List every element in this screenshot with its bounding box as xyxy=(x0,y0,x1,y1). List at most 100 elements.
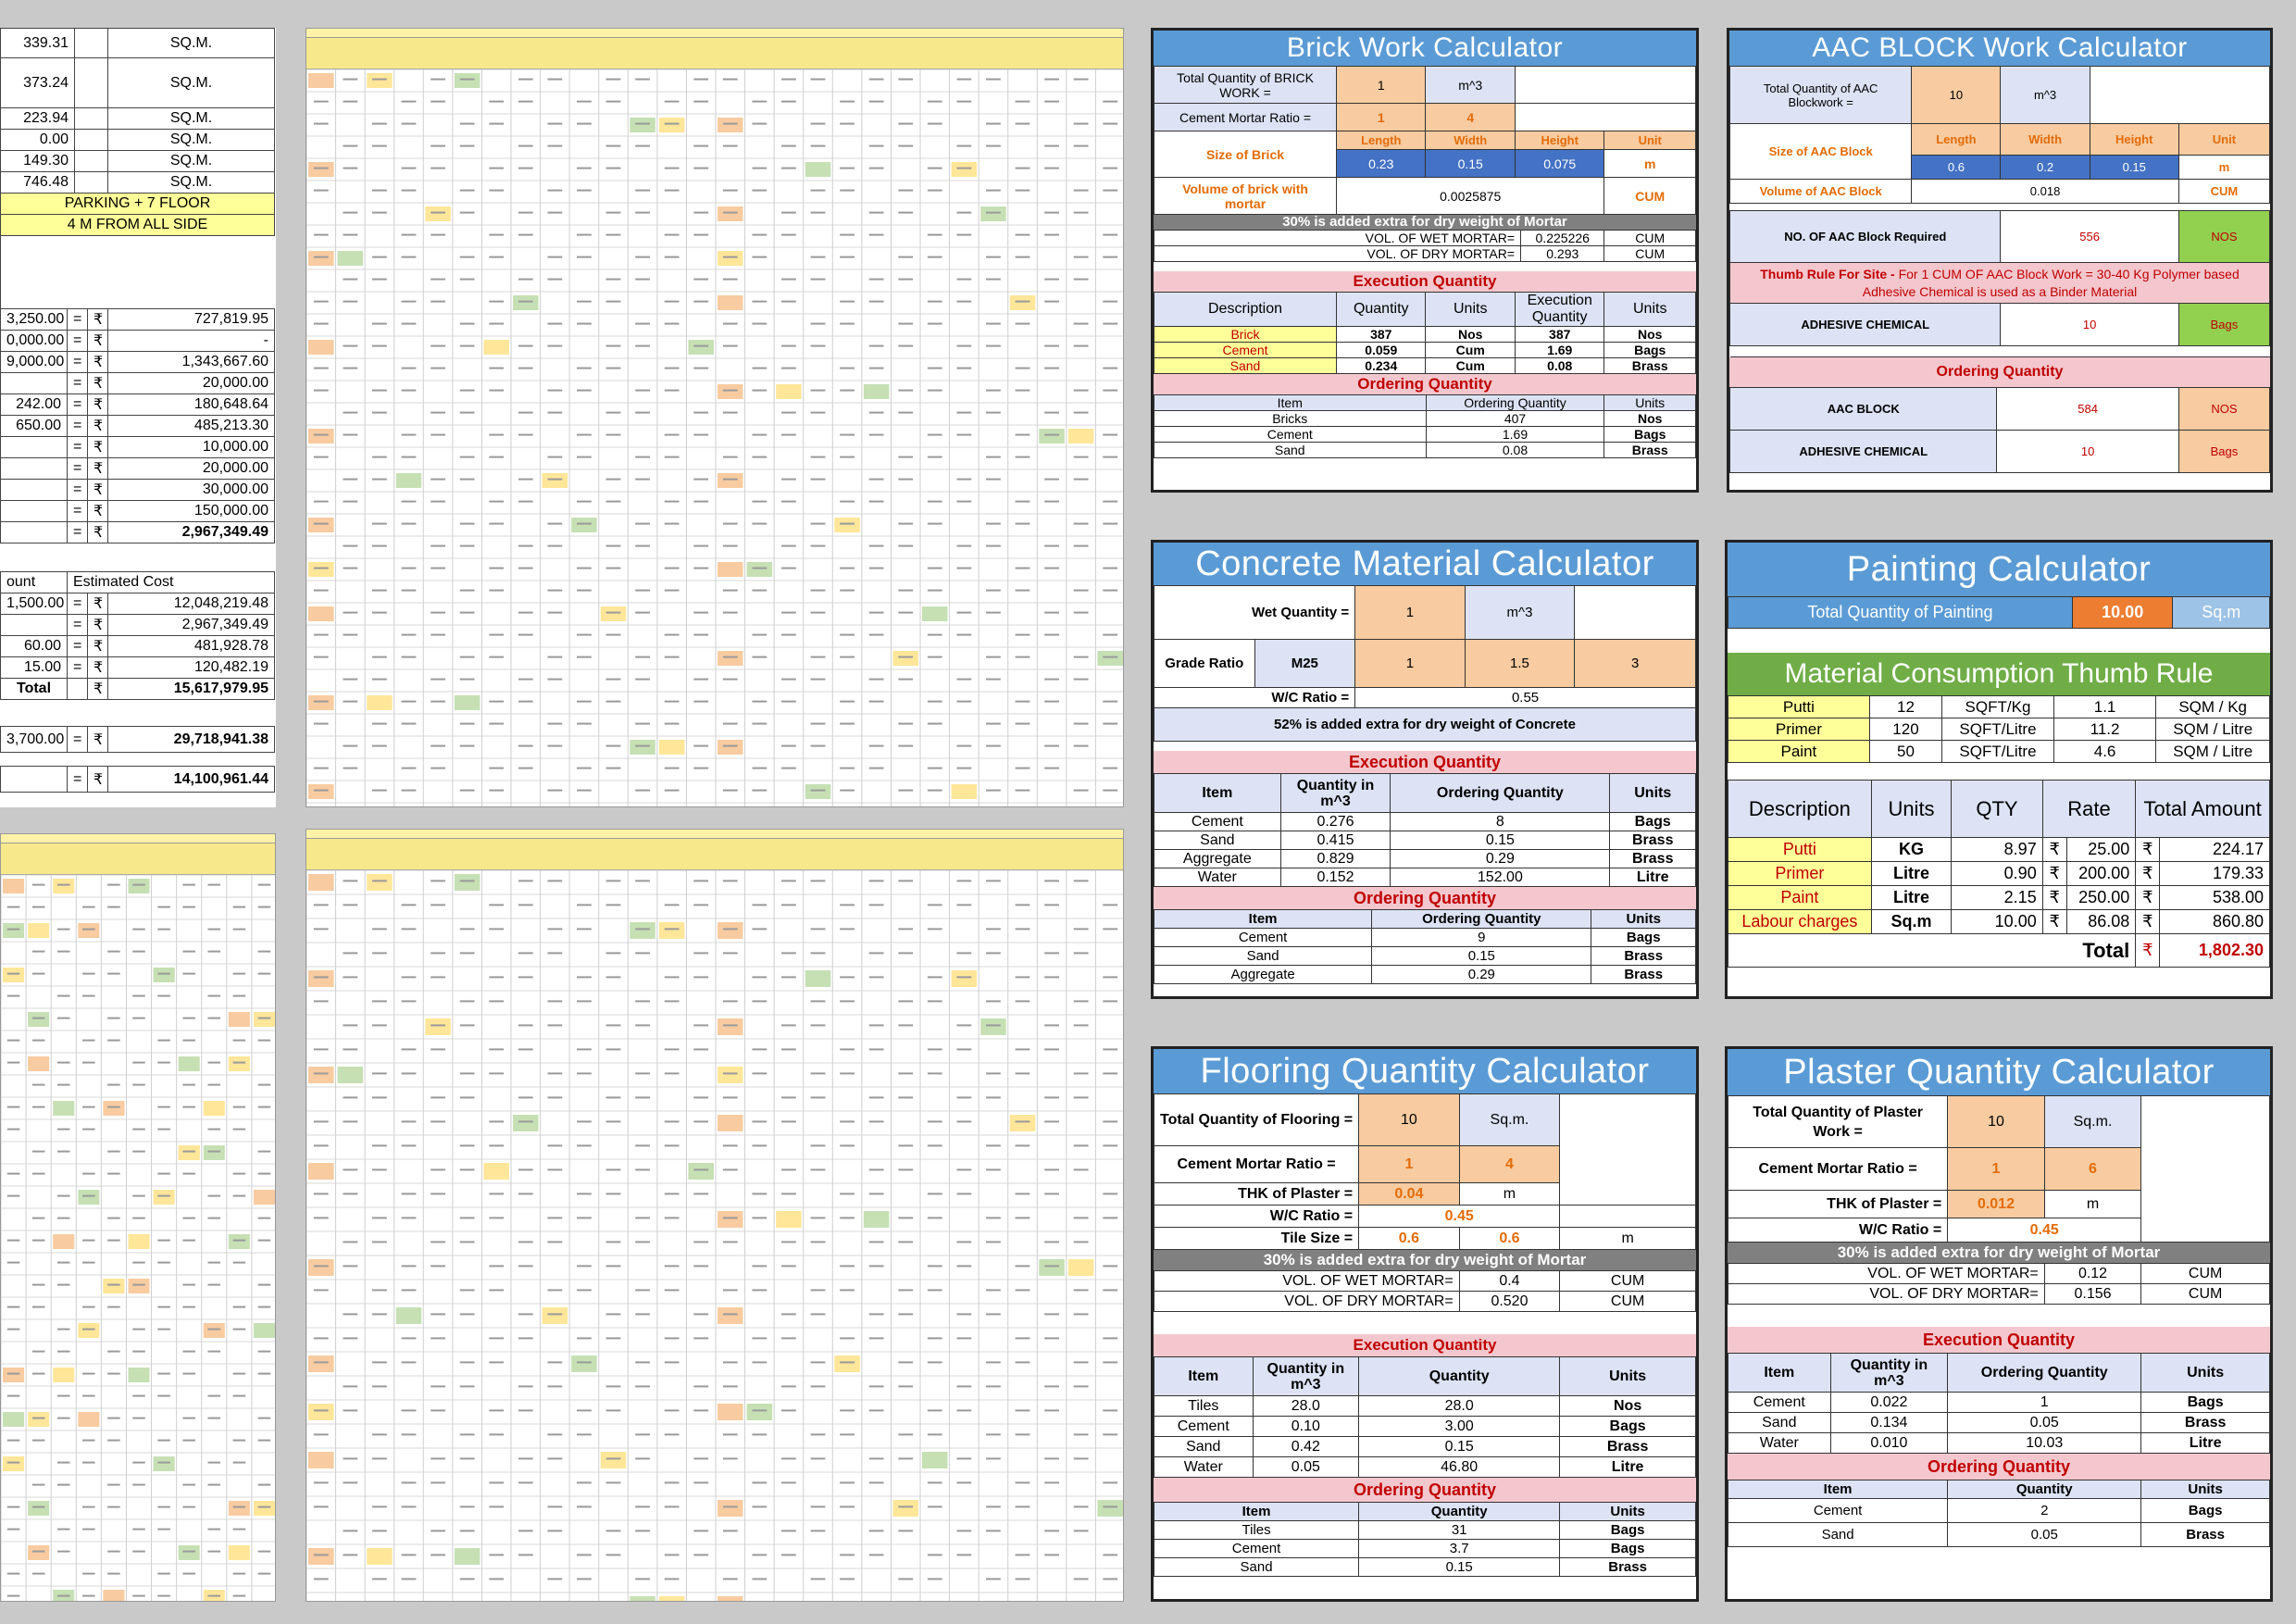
table-cell: 387 xyxy=(1335,326,1427,343)
brick-work-calculator: Brick Work Calculator Total Quantity of … xyxy=(1151,28,1699,493)
table-row: Cement 2 Bags xyxy=(1728,1498,2270,1523)
tile-size-a[interactable]: 0.6 xyxy=(1358,1227,1460,1250)
aac-qty-input[interactable]: 10 xyxy=(1911,66,2002,124)
table-cell: Tiles xyxy=(1154,1395,1254,1417)
table-cell: = xyxy=(67,656,88,679)
table-cell: ₹ xyxy=(87,656,108,679)
table-cell: 28.0 xyxy=(1252,1395,1360,1417)
aac-height[interactable]: 0.15 xyxy=(2089,155,2179,180)
table-cell: 0.15 xyxy=(1358,1436,1561,1457)
table-cell: Bags xyxy=(2177,430,2270,473)
thumb-rule-title: Material Consumption Thumb Rule xyxy=(1728,653,2270,695)
table-cell: Paint xyxy=(1728,740,1870,763)
concrete-ratio-cement[interactable]: 1 xyxy=(1354,639,1466,688)
table-cell: 2.15 xyxy=(1951,885,2043,910)
table-cell: ₹ xyxy=(87,372,108,394)
table-cell: Total xyxy=(0,678,68,700)
table-cell: 60.00 xyxy=(0,635,68,657)
table-cell: ₹ xyxy=(87,330,108,352)
table-cell: Sand xyxy=(1154,946,1373,966)
table-cell: Bags xyxy=(1559,1520,1696,1540)
table-row: = ₹20,000.00 xyxy=(0,372,275,394)
table-cell: Sand xyxy=(1154,357,1337,374)
table-cell: = xyxy=(67,415,88,437)
aac-width[interactable]: 0.2 xyxy=(2000,155,2090,180)
concrete-ratio-sand[interactable]: 1.5 xyxy=(1464,639,1576,688)
table-row: Labour charges Sq.m 10.00 ₹86.08 ₹860.80 xyxy=(1728,909,2270,934)
table-row: Paint Litre 2.15 ₹250.00 ₹538.00 xyxy=(1728,885,2270,910)
table-cell: Bags xyxy=(1559,1416,1696,1437)
brick-ratio-sand[interactable]: 4 xyxy=(1425,103,1516,131)
table-cell: Bags xyxy=(1609,812,1696,831)
concrete-material-calculator: Concrete Material Calculator Wet Quantit… xyxy=(1151,540,1699,999)
table-cell: 8.97 xyxy=(1951,837,2043,862)
table-row: Cement 0.022 1 Bags xyxy=(1728,1392,2270,1413)
table-row: Cement 9 Bags xyxy=(1154,928,1696,947)
table-cell: 4.6 xyxy=(2053,740,2157,763)
flooring-thk-input[interactable]: 0.04 xyxy=(1358,1182,1460,1206)
table-row: Cement 0.10 3.00 Bags xyxy=(1154,1416,1696,1437)
flooring-qty-input[interactable]: 10 xyxy=(1358,1093,1460,1146)
table-row: Cement 1.69 Bags xyxy=(1154,426,1696,443)
table-cell: 387 xyxy=(1514,326,1605,343)
table-cell: Sand xyxy=(1154,442,1427,458)
table-row: Water 0.152 152.00 Litre xyxy=(1154,868,1696,887)
table-cell: 25.00 xyxy=(2065,837,2137,862)
flooring-ratio-cement[interactable]: 1 xyxy=(1358,1145,1460,1183)
table-cell: ₹ xyxy=(87,415,108,437)
table-row: = ₹2,967,349.49 xyxy=(0,521,275,543)
plaster-ratio-sand[interactable]: 6 xyxy=(2043,1147,2142,1191)
table-cell: 12,048,219.48 xyxy=(106,593,276,615)
table-cell: Paint xyxy=(1728,885,1872,910)
table-row: Paint 50 SQFT/Litre 4.6 SQM / Litre xyxy=(1728,740,2270,763)
table-cell: 1,500.00 xyxy=(0,593,68,615)
table-cell: ₹ xyxy=(2041,909,2067,934)
flooring-ratio-sand[interactable]: 4 xyxy=(1458,1145,1561,1183)
plaster-ratio-cement[interactable]: 1 xyxy=(1947,1147,2045,1191)
bbs-sheet-bottom-left xyxy=(0,833,276,1602)
table-cell: ₹ xyxy=(2041,861,2067,886)
painting-qty-input[interactable]: 10.00 xyxy=(2071,596,2174,629)
table-cell: 242.00 xyxy=(0,394,68,416)
table-cell: 2 xyxy=(1947,1498,2142,1523)
concrete-ratio-aggregate[interactable]: 3 xyxy=(1574,639,1696,688)
table-cell: Tiles xyxy=(1154,1520,1360,1540)
aac-length[interactable]: 0.6 xyxy=(1911,155,2002,180)
table-cell xyxy=(67,678,88,700)
brick-qty-input[interactable]: 1 xyxy=(1335,66,1427,104)
table-cell: Cement xyxy=(1154,928,1373,947)
tile-size-b[interactable]: 0.6 xyxy=(1458,1227,1561,1250)
table-cell: Sand xyxy=(1728,1412,1831,1433)
table-cell: Cement xyxy=(1154,426,1427,443)
painting-calculator: Painting Calculator Total Quantity of Pa… xyxy=(1725,540,2273,999)
concrete-wet-qty[interactable]: 1 xyxy=(1354,585,1466,640)
panel-title: Flooring Quantity Calculator xyxy=(1154,1049,1696,1093)
sheet-grid xyxy=(306,869,1123,1601)
table-cell: KG xyxy=(1870,837,1953,862)
table-row: 242.00 = ₹180,648.64 xyxy=(0,394,275,416)
table-cell: 0.42 xyxy=(1252,1436,1360,1457)
table-cell: 0.29 xyxy=(1371,965,1592,984)
table-cell: 180,648.64 xyxy=(107,394,275,416)
table-cell: = xyxy=(67,330,88,352)
table-cell: 50 xyxy=(1868,740,1943,763)
table-cell: Nos xyxy=(1603,326,1696,343)
table-row: Sand 0.415 0.15 Brass xyxy=(1154,831,1696,850)
table-cell: 46.80 xyxy=(1358,1456,1561,1478)
plaster-thk-input[interactable]: 0.012 xyxy=(1947,1190,2045,1218)
panel-title: Painting Calculator xyxy=(1728,543,2270,596)
brick-width[interactable]: 0.15 xyxy=(1425,149,1516,178)
table-cell: Litre xyxy=(1870,885,1953,910)
brick-height[interactable]: 0.075 xyxy=(1514,149,1605,178)
table-cell: Water xyxy=(1154,1456,1254,1478)
plaster-qty-input[interactable]: 10 xyxy=(1947,1095,2045,1148)
brick-length[interactable]: 0.23 xyxy=(1335,149,1427,178)
table-cell: 150,000.00 xyxy=(107,500,275,522)
table-cell: Litre xyxy=(2140,1432,2270,1454)
brick-ratio-cement[interactable]: 1 xyxy=(1335,103,1427,131)
table-cell: Brass xyxy=(1559,1557,1696,1577)
table-cell: 0.15 xyxy=(1371,946,1592,966)
table-cell xyxy=(0,521,68,543)
table-row: 1,500.00 = ₹12,048,219.48 xyxy=(0,593,276,615)
table-cell: 1 xyxy=(1947,1392,2142,1413)
